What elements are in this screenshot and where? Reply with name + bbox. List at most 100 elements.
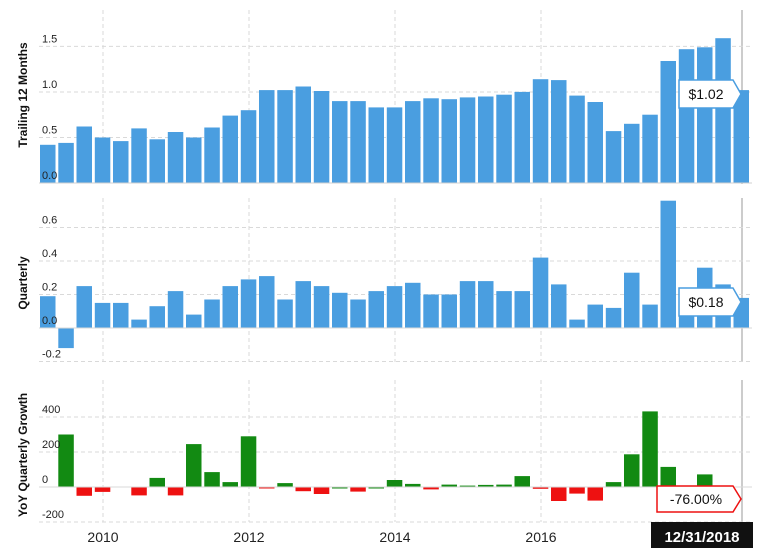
x-tick-label-2010: 2010 [87, 529, 118, 545]
y-tick-label: -200 [42, 509, 64, 521]
yoy-value-label: -76.00% [670, 491, 722, 507]
bar [222, 482, 238, 487]
bar [697, 47, 713, 183]
bar [441, 99, 457, 183]
bar [386, 107, 403, 183]
bar [58, 434, 74, 487]
bar [295, 487, 311, 492]
bar [405, 101, 421, 183]
bar [167, 291, 184, 328]
bar [131, 487, 147, 496]
y-tick-label: -0.2 [42, 349, 61, 361]
ttm-axis-title: Trailing 12 Months [16, 42, 30, 148]
bar [350, 299, 366, 328]
bar [350, 101, 366, 183]
bar [313, 487, 330, 494]
bar [222, 286, 238, 328]
bar [624, 454, 640, 487]
bar [386, 480, 403, 487]
bar [204, 299, 220, 328]
bars [40, 38, 749, 501]
ttm-value-callout: $1.02 [678, 79, 742, 109]
bar [259, 487, 275, 489]
bar [605, 482, 622, 487]
bar [569, 319, 585, 328]
bar [551, 487, 567, 501]
bar [240, 110, 257, 183]
y-tick-label: 0 [42, 474, 48, 486]
bar [186, 444, 202, 487]
bar [532, 257, 549, 328]
bar [496, 291, 512, 328]
bar [149, 306, 165, 328]
bar [551, 80, 567, 183]
bar [58, 328, 74, 349]
bar [478, 281, 494, 328]
bar [167, 487, 184, 496]
bar [277, 90, 293, 183]
quarterly-value-label: $0.18 [688, 294, 723, 310]
y-tick-label: 0.0 [42, 170, 57, 182]
axes: 0.0 0.5 1.0 1.5 -0.2 0.0 0.2 0.4 0.6 -200 0 200 400 [39, 33, 752, 521]
bar [733, 90, 749, 183]
x-tick-label-2012: 2012 [233, 529, 264, 545]
bar [459, 281, 476, 328]
ttm-value-label: $1.02 [688, 86, 723, 102]
bar [642, 411, 658, 487]
bar [186, 137, 202, 183]
bar [496, 484, 512, 487]
bar [368, 291, 384, 328]
bar [94, 302, 111, 328]
bar [277, 483, 293, 487]
bar [295, 281, 311, 328]
bar [514, 476, 530, 487]
bar [605, 307, 622, 328]
bar [642, 114, 658, 183]
bar [350, 487, 366, 492]
quarterly-value-callout: $0.18 [678, 287, 742, 317]
bar [405, 483, 421, 487]
bar [587, 304, 603, 328]
bar [40, 144, 56, 183]
x-tick-label-2016: 2016 [525, 529, 556, 545]
bar [94, 487, 111, 492]
bar [204, 472, 220, 487]
y-tick-label: 1.0 [42, 79, 57, 91]
bar [532, 79, 549, 183]
y-tick-label: 1.5 [42, 33, 57, 45]
bar [113, 302, 129, 328]
bar [313, 286, 330, 328]
bar [76, 286, 92, 328]
bar [186, 314, 202, 328]
bar [76, 487, 92, 496]
bar [277, 299, 293, 328]
y-tick-label: 0.2 [42, 282, 57, 294]
bar [405, 282, 421, 328]
bar [94, 137, 111, 183]
bar [423, 98, 439, 183]
bar [423, 487, 439, 490]
bar [587, 487, 603, 501]
bar [660, 61, 676, 183]
yoy-value-callout: -76.00% [656, 485, 742, 513]
bar [660, 200, 676, 328]
y-tick-label: 0.4 [42, 248, 57, 260]
bar [569, 487, 585, 494]
bar [678, 49, 695, 184]
bar [58, 142, 74, 183]
bar [149, 477, 165, 487]
bar [149, 139, 165, 183]
bar [624, 272, 640, 328]
bar [131, 128, 147, 183]
bar [368, 107, 384, 183]
bar [240, 436, 257, 488]
bar [551, 284, 567, 328]
bar [167, 132, 184, 183]
bar [131, 319, 147, 328]
bar [514, 291, 530, 328]
yoy-axis-title: YoY Quarterly Growth [16, 393, 30, 517]
bar [441, 484, 457, 487]
bar [514, 91, 530, 183]
bar [40, 296, 56, 328]
